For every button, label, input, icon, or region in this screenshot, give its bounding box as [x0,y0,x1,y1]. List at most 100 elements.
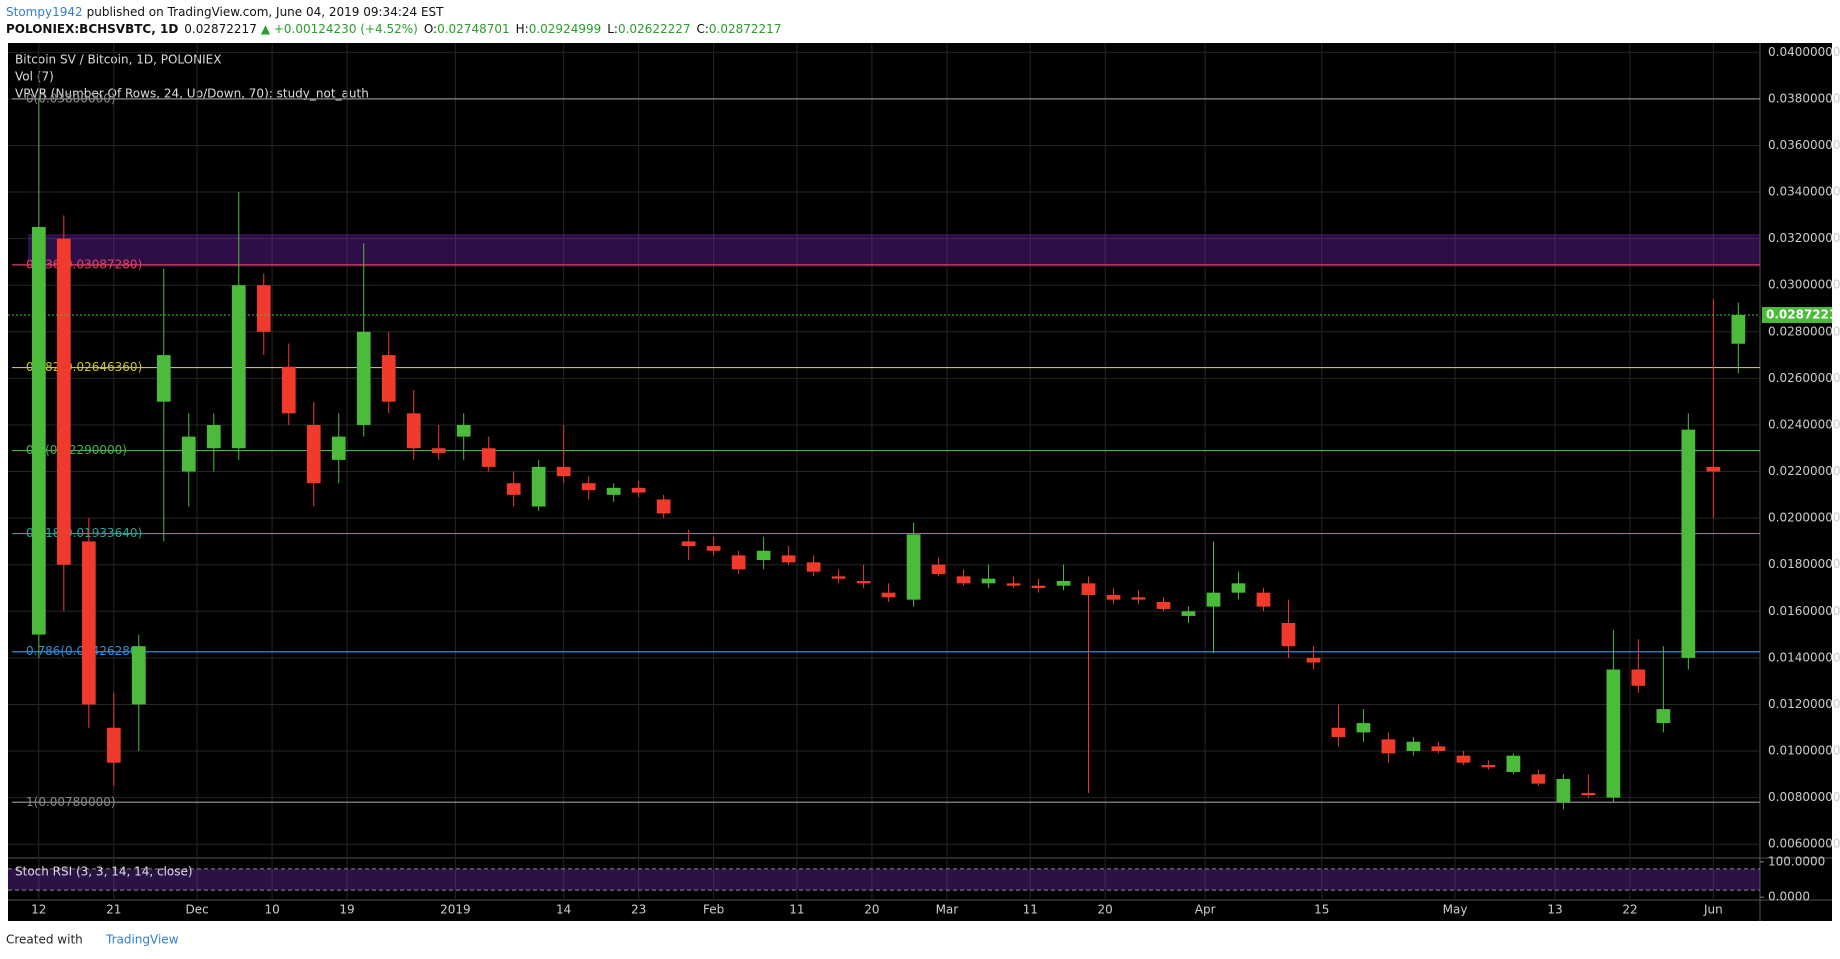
candle-body [1506,755,1521,772]
footer-text: Created with [6,933,83,947]
stoch-title: Stoch RSI (3, 3, 14, 14, close) [15,865,193,879]
candle-body [81,541,96,705]
ohlc-value: 0.02872217 [709,22,782,36]
candle-body [581,483,596,491]
legend-vol: Vol (7) [15,70,54,84]
fib-label: 0(0.03800000) [26,91,116,105]
candle-body [456,424,471,437]
candle-body [1606,669,1621,798]
author[interactable]: Stompy1942 [6,5,83,19]
price: 0.02872217 [184,22,257,36]
candle-body [806,562,821,572]
candle-body [731,555,746,570]
ohlc-value: 0.02622227 [618,22,691,36]
x-tick-label: Mar [936,903,959,917]
candle-body [1281,622,1296,647]
stoch-band [8,868,1760,891]
x-tick-label: Jun [1703,903,1723,917]
ohlc-key: H: [516,22,529,36]
candle-body [1256,592,1271,607]
fib-label: 0.382(0.02646360) [26,360,142,374]
ohlc-value: 0.02924999 [529,22,602,36]
candle-body [756,550,771,561]
candle-body [631,487,646,493]
candle-body [231,285,246,449]
candle-body [331,436,346,460]
y-tick-label: 0.03600000 [1768,138,1840,152]
x-tick-label: 10 [264,903,279,917]
candle-body [1356,723,1371,733]
y-tick-label: 0.01000000 [1768,744,1840,758]
candle-body [206,424,221,449]
last-price-box [1762,306,1832,323]
candle-body [356,331,371,425]
header-line1: Stompy1942 published on TradingView.com, … [6,5,444,19]
candle-body [1406,741,1421,752]
candle-body [831,576,846,579]
ohlc-value: 0.02748701 [437,22,510,36]
footer-brand[interactable]: TradingView [105,933,179,947]
candle-body [781,555,796,563]
candle-body [1231,583,1246,593]
candle-body [181,436,196,472]
candle-body [1706,466,1721,472]
y-tick-label: 0.02600000 [1768,371,1840,385]
candle-body [381,355,396,402]
x-tick-label: 22 [1622,903,1637,917]
candle-body [1731,314,1746,344]
candle-body [31,226,46,635]
fib-label: 0.618(0.01933640) [26,526,142,540]
x-tick-label: 19 [339,903,354,917]
x-tick-label: 20 [864,903,879,917]
candle-body [1206,592,1221,607]
candle-body [1681,429,1696,658]
x-tick-label: Apr [1195,903,1216,917]
candle-body [1181,611,1196,616]
candle-body [531,466,546,507]
y-tick-label: 0.01200000 [1768,697,1840,711]
y-tick-label: 0.04000000 [1768,45,1840,59]
candle-body [406,413,421,449]
x-tick-label: 14 [556,903,571,917]
y-tick-label: 0.03000000 [1768,278,1840,292]
stoch-tick-label: 0.0000 [1768,890,1810,904]
candle-body [606,487,621,495]
x-tick-label: 12 [31,903,46,917]
candle-body [906,534,921,600]
candle-body [1006,583,1021,586]
x-tick-label: 2019 [440,903,471,917]
candle-body [1556,778,1571,803]
x-tick-label: 21 [106,903,121,917]
ohlc-key: O: [424,22,437,36]
x-tick-label: 23 [631,903,646,917]
candle-body [56,238,71,565]
candle-body [506,483,521,495]
fib-label: 1(0.00780000) [26,795,116,809]
candle-body [706,546,721,551]
legend-vpvr: VPVR (Number Of Rows, 24, Up/Down, 70): … [15,87,369,101]
x-tick-label: Feb [703,903,724,917]
last-price-label: 0.02872217 [1766,307,1840,321]
x-tick-label: 20 [1098,903,1113,917]
candle-body [1056,581,1071,586]
candle-body [881,592,896,598]
candle-body [681,541,696,547]
stoch-tick-label: 100.0000 [1768,854,1825,868]
candle-body [981,578,996,584]
candle-body [956,576,971,584]
y-tick-label: 0.01800000 [1768,557,1840,571]
ohlc-key: C: [697,22,709,36]
header-line2: POLONIEX:BCHSVBTC, 1D 0.02872217 ▲ +0.0012… [6,22,781,36]
candle-body [481,448,496,467]
candle-body [931,564,946,575]
y-tick-label: 0.02800000 [1768,324,1840,338]
y-tick-label: 0.03400000 [1768,185,1840,199]
symbol: POLONIEX:BCHSVBTC, 1D [6,22,178,36]
x-tick-label: 11 [1023,903,1038,917]
candle-body [1456,755,1471,763]
candle-body [156,355,171,402]
candle-body [1431,746,1446,752]
candle-body [856,581,871,584]
